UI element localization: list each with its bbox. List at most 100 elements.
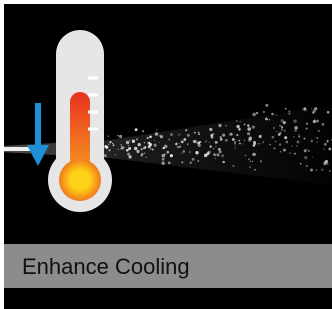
droplet bbox=[316, 169, 318, 171]
droplet bbox=[214, 153, 216, 155]
droplet bbox=[163, 147, 165, 149]
droplet bbox=[294, 126, 297, 129]
droplet bbox=[213, 148, 214, 149]
page: Enhance Cooling (() => { const data = JS… bbox=[0, 0, 332, 309]
droplet bbox=[121, 146, 122, 147]
droplet bbox=[239, 143, 241, 145]
droplet bbox=[198, 132, 199, 133]
droplet bbox=[250, 161, 251, 162]
droplet bbox=[239, 129, 241, 131]
droplet bbox=[211, 136, 214, 139]
droplet bbox=[144, 142, 146, 144]
droplet bbox=[300, 163, 302, 165]
droplet bbox=[170, 154, 173, 157]
droplet bbox=[220, 138, 223, 141]
droplet bbox=[313, 120, 316, 123]
droplet bbox=[179, 146, 181, 148]
droplet bbox=[156, 129, 157, 130]
droplet bbox=[283, 149, 286, 152]
droplet bbox=[271, 113, 274, 116]
caption: Enhance Cooling bbox=[22, 254, 190, 279]
droplet bbox=[261, 143, 262, 144]
droplet bbox=[236, 120, 238, 122]
droplet bbox=[260, 160, 262, 162]
droplet bbox=[249, 166, 250, 167]
droplet bbox=[316, 137, 318, 139]
droplet bbox=[324, 143, 327, 146]
droplet bbox=[109, 141, 111, 143]
droplet bbox=[275, 141, 276, 142]
droplet bbox=[108, 149, 110, 151]
droplet bbox=[234, 148, 235, 149]
droplet bbox=[265, 118, 268, 121]
droplet bbox=[244, 140, 245, 141]
droplet bbox=[190, 162, 192, 164]
droplet bbox=[292, 145, 293, 146]
droplet bbox=[263, 111, 265, 113]
droplet bbox=[252, 113, 256, 117]
droplet bbox=[279, 132, 281, 134]
droplet bbox=[288, 112, 290, 114]
droplet bbox=[159, 135, 161, 137]
droplet bbox=[138, 143, 141, 146]
droplet bbox=[209, 142, 210, 143]
droplet bbox=[318, 130, 320, 132]
droplet bbox=[183, 138, 186, 141]
droplet bbox=[239, 121, 240, 122]
droplet bbox=[296, 145, 298, 147]
droplet bbox=[129, 155, 132, 158]
droplet bbox=[215, 158, 216, 159]
droplet bbox=[198, 133, 200, 135]
droplet bbox=[213, 133, 215, 135]
mercury-bulb bbox=[59, 159, 101, 201]
droplet bbox=[154, 144, 157, 147]
thermometer bbox=[48, 30, 112, 212]
droplet bbox=[314, 107, 317, 110]
droplet bbox=[225, 125, 227, 127]
droplet bbox=[234, 143, 236, 145]
droplet bbox=[178, 143, 179, 144]
droplet bbox=[126, 149, 129, 152]
droplet bbox=[294, 153, 296, 155]
droplet bbox=[311, 108, 312, 109]
droplet bbox=[192, 158, 195, 161]
droplet bbox=[104, 147, 105, 148]
droplet bbox=[197, 160, 199, 162]
droplet bbox=[244, 124, 246, 126]
droplet bbox=[297, 141, 300, 144]
droplet bbox=[273, 147, 275, 149]
droplet bbox=[329, 170, 330, 171]
droplet bbox=[288, 110, 290, 112]
droplet bbox=[324, 164, 325, 165]
droplet bbox=[306, 128, 308, 130]
droplet bbox=[209, 128, 212, 131]
droplet bbox=[279, 125, 281, 127]
droplet bbox=[187, 134, 190, 137]
droplet bbox=[323, 148, 325, 150]
droplet bbox=[204, 154, 208, 158]
droplet bbox=[148, 145, 151, 148]
droplet bbox=[283, 130, 285, 132]
droplet bbox=[243, 143, 244, 144]
droplet bbox=[276, 114, 277, 115]
droplet bbox=[293, 120, 296, 123]
droplet bbox=[284, 136, 287, 139]
droplet bbox=[280, 151, 282, 153]
droplet bbox=[247, 132, 250, 135]
droplet bbox=[159, 142, 160, 143]
droplet bbox=[187, 143, 189, 145]
droplet bbox=[141, 148, 143, 150]
droplet bbox=[308, 150, 310, 152]
droplet bbox=[146, 157, 147, 158]
droplet bbox=[281, 126, 283, 128]
droplet bbox=[276, 131, 277, 132]
droplet bbox=[115, 154, 116, 155]
droplet bbox=[312, 157, 313, 158]
droplet bbox=[175, 143, 177, 145]
droplet bbox=[259, 135, 262, 138]
droplet bbox=[135, 128, 138, 131]
droplet bbox=[182, 142, 183, 143]
droplet bbox=[155, 132, 159, 136]
droplet bbox=[197, 142, 200, 145]
droplet bbox=[105, 146, 108, 149]
